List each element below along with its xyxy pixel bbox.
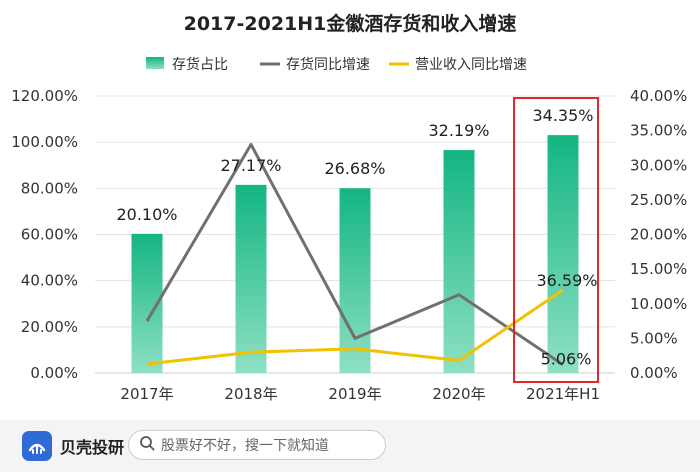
left-tick-label: 80.00% [21,179,78,197]
bar-data-label: 32.19% [428,121,489,140]
bar [547,135,579,373]
legend-swatch [146,57,164,69]
inventory-growth-annotation: 5.06% [541,350,592,369]
right-axis: 0.00% 5.00% 10.00% 15.00% 20.00% 25.00% 30.00%… [630,87,687,382]
x-axis: 2017年 2018年 2019年 2020年 2021年H1 [120,385,600,403]
search-icon [139,435,155,456]
bar [235,184,267,373]
legend-label: 存货占比 [172,56,228,73]
footer-bar: 贝壳投研 股票好不好，搜一下就知道 [0,420,700,472]
line-series: 20.10% 27.17% 26.68% 32.19% 34.35% 36.59% 5.06… [116,106,597,369]
bar-series [131,135,579,373]
right-tick-label: 20.00% [630,226,687,244]
x-tick-label: 2021年H1 [526,385,600,403]
search-input[interactable]: 股票好不好，搜一下就知道 [128,430,386,460]
revenue-growth-annotation: 36.59% [536,271,597,290]
right-tick-label: 25.00% [630,191,687,209]
left-tick-label: 40.00% [21,272,78,290]
x-tick-label: 2020年 [432,385,485,403]
left-tick-label: 0.00% [30,364,78,382]
revenue-growth-line [146,288,564,366]
legend-label: 存货同比增速 [286,56,370,73]
chart: 2017-2021H1金徽酒存货和收入增速 存货占比 存货同比增速 营业收入同比增速… [11,12,687,403]
x-tick-label: 2017年 [120,385,173,403]
right-tick-label: 15.00% [630,260,687,278]
bar-data-label: 34.35% [532,106,593,125]
left-tick-label: 60.00% [21,226,78,244]
x-tick-label: 2019年 [328,385,381,403]
brand[interactable]: 贝壳投研 [22,430,124,462]
x-tick-label: 2018年 [224,385,277,403]
bar [443,150,475,373]
left-tick-label: 100.00% [11,133,78,151]
left-tick-label: 120.00% [11,87,78,105]
highlight-layer [513,97,599,383]
chart-title: 2017-2021H1金徽酒存货和收入增速 [184,12,517,35]
legend-label: 营业收入同比增速 [415,57,527,73]
right-tick-label: 35.00% [630,122,687,140]
left-tick-label: 20.00% [21,318,78,336]
brand-logo-icon [22,431,52,461]
bar [339,188,371,373]
highlight-box [513,97,599,383]
left-axis: 0.00% 20.00% 40.00% 60.00% 80.00% 100.00% 120.… [11,87,78,382]
right-tick-label: 5.00% [630,329,678,347]
legend: 存货占比 存货同比增速 营业收入同比增速 [146,56,527,73]
search-placeholder: 股票好不好，搜一下就知道 [161,438,329,454]
bar-data-label: 20.10% [116,205,177,224]
inventory-growth-line [145,142,564,366]
right-tick-label: 40.00% [630,87,687,105]
brand-name: 贝壳投研 [60,438,125,457]
bar-data-label: 27.17% [220,156,281,175]
right-tick-label: 10.00% [630,295,687,313]
right-tick-label: 30.00% [630,156,687,174]
bar-data-label: 26.68% [324,159,385,178]
right-tick-label: 0.00% [630,364,678,382]
